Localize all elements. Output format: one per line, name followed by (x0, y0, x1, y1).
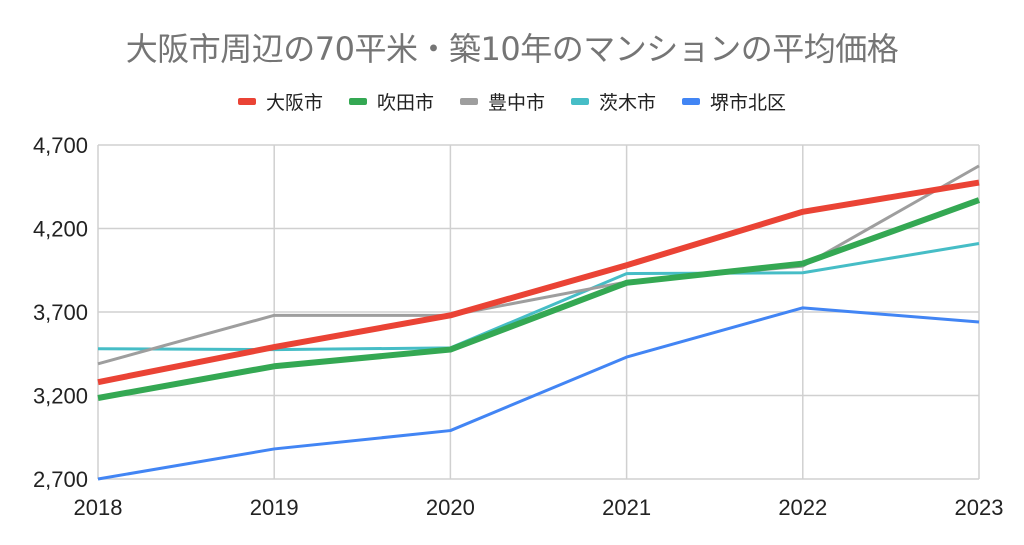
x-tick-label: 2020 (426, 495, 475, 520)
x-tick-label: 2018 (74, 495, 123, 520)
legend-label: 吹田市 (376, 92, 434, 114)
series-line-1 (97, 197, 981, 401)
legend-item[interactable]: 吹田市 (348, 88, 434, 115)
legend-item[interactable]: 大阪市 (237, 88, 323, 115)
legend-item[interactable]: 茨木市 (571, 88, 656, 115)
legend-item[interactable]: 豊中市 (459, 88, 545, 115)
legend-label: 茨木市 (599, 92, 657, 114)
legend-swatch (682, 98, 701, 105)
chart-title: 大阪市周辺の70平米・築10年のマンションの平均価格 (125, 30, 899, 68)
y-tick-label: 4,700 (33, 133, 88, 158)
x-tick-label: 2022 (778, 495, 827, 520)
y-tick-label: 3,200 (33, 384, 88, 409)
legend-swatch (459, 98, 478, 105)
legend-swatch (237, 98, 256, 105)
legend-label: 大阪市 (265, 92, 323, 114)
y-tick-label: 2,700 (33, 467, 88, 492)
y-tick-label: 3,700 (33, 300, 88, 325)
legend: 大阪市 吹田市 豊中市 茨木市 堺市北区 (0, 88, 1024, 115)
y-tick-label: 4,200 (33, 217, 88, 242)
series-line-4 (97, 306, 980, 481)
legend-swatch (571, 98, 589, 105)
legend-label: 豊中市 (487, 92, 545, 114)
series-line-2 (97, 164, 980, 366)
x-tick-label: 2023 (955, 495, 1004, 520)
series-line-0 (97, 179, 980, 386)
series-line-3 (97, 242, 980, 352)
x-tick-label: 2019 (250, 495, 299, 520)
x-tick-label: 2021 (602, 495, 651, 520)
legend-item[interactable]: 堺市北区 (682, 88, 786, 115)
legend-label: 堺市北区 (710, 92, 787, 114)
legend-swatch (348, 98, 367, 105)
